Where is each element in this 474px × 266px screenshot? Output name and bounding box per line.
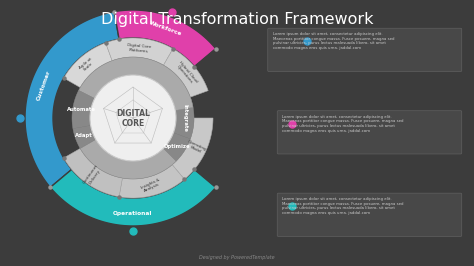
Text: Lorem ipsum dolor sit amet, consectetur adipiscing elit.
Maecenas porttitor cong: Lorem ipsum dolor sit amet, consectetur … bbox=[282, 115, 404, 132]
Text: Lorem ipsum dolor sit amet, consectetur adipiscing elit.
Maecenas porttitor cong: Lorem ipsum dolor sit amet, consectetur … bbox=[282, 197, 404, 215]
Polygon shape bbox=[193, 47, 243, 189]
Polygon shape bbox=[25, 12, 119, 188]
Text: DIGITAL: DIGITAL bbox=[116, 110, 150, 118]
Text: Digital Transformation Framework: Digital Transformation Framework bbox=[101, 12, 373, 27]
FancyBboxPatch shape bbox=[277, 193, 462, 236]
Polygon shape bbox=[164, 133, 191, 161]
Polygon shape bbox=[119, 165, 184, 198]
Text: Optimize: Optimize bbox=[164, 144, 190, 149]
Polygon shape bbox=[173, 97, 194, 139]
Polygon shape bbox=[172, 118, 213, 179]
FancyBboxPatch shape bbox=[277, 111, 462, 154]
Polygon shape bbox=[164, 49, 208, 97]
Text: Insights &
Analysis: Insights & Analysis bbox=[140, 177, 162, 194]
Text: Agile at
Scale: Agile at Scale bbox=[78, 57, 96, 73]
Polygon shape bbox=[106, 38, 173, 65]
Text: Operating
Model: Operating Model bbox=[185, 139, 208, 156]
Text: Designed by PoweredTemplate: Designed by PoweredTemplate bbox=[199, 255, 275, 260]
Text: Operational: Operational bbox=[113, 210, 153, 215]
Text: Adapt: Adapt bbox=[75, 133, 93, 138]
Text: Digital Core
Platforms: Digital Core Platforms bbox=[127, 43, 151, 53]
Polygon shape bbox=[64, 43, 112, 88]
Text: CORE: CORE bbox=[121, 118, 145, 127]
Polygon shape bbox=[114, 10, 216, 66]
Text: Lorem ipsum dolor sit amet, consectetur adipiscing elit.
Maecenas porttitor cong: Lorem ipsum dolor sit amet, consectetur … bbox=[273, 32, 394, 50]
Polygon shape bbox=[50, 169, 216, 226]
Polygon shape bbox=[193, 47, 243, 118]
Polygon shape bbox=[79, 57, 193, 111]
Text: Automate: Automate bbox=[67, 107, 96, 112]
Polygon shape bbox=[72, 90, 95, 128]
Text: Continuous
Delivery: Continuous Delivery bbox=[82, 163, 103, 187]
Polygon shape bbox=[64, 148, 122, 197]
Text: Integrate: Integrate bbox=[182, 104, 188, 132]
FancyBboxPatch shape bbox=[268, 28, 462, 72]
Text: Customer: Customer bbox=[36, 70, 52, 101]
Text: Workforce: Workforce bbox=[148, 20, 182, 37]
Polygon shape bbox=[73, 126, 96, 148]
Polygon shape bbox=[80, 139, 176, 179]
Text: Hybrid Cloud
Operations: Hybrid Cloud Operations bbox=[175, 60, 199, 86]
Circle shape bbox=[90, 75, 176, 161]
